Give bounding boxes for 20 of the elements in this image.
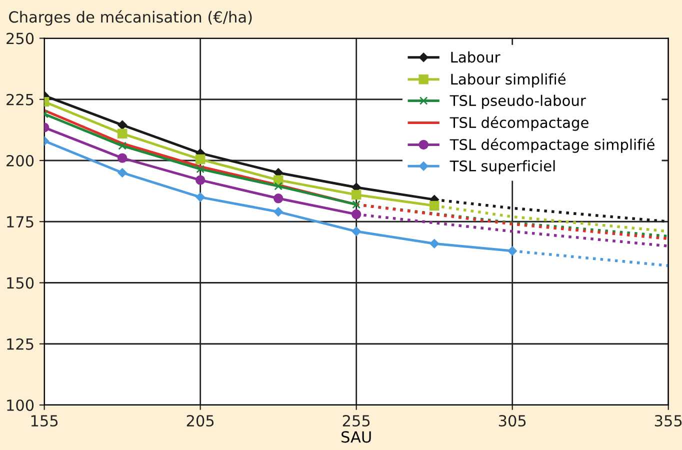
legend-label: TSL pseudo-labour [450,94,586,109]
legend-label: TSL superficiel [450,160,555,174]
x-tick-label: 305 [498,414,526,427]
y-tick-label: 150 [7,277,34,289]
x-tick-label: 255 [342,414,370,427]
y-tick-label: 200 [6,154,34,167]
y-axis-title: Charges de mécanisation (€/ha) [9,10,252,26]
legend-label: Labour simplifié [451,72,566,88]
y-tick-label: 250 [6,32,34,44]
legend-label: TSL décompactage [450,116,588,131]
y-tick-label: 125 [7,338,34,350]
x-axis-title: SAU [342,431,371,443]
legend-label: Labour [451,51,500,63]
y-tick-label: 225 [6,94,34,106]
legend-label: TSL décompactage simplifié [450,138,654,153]
x-tick-label: 355 [654,414,682,427]
y-tick-label: 100 [7,399,34,412]
x-tick-label: 155 [31,415,58,427]
x-tick-label: 205 [186,414,214,427]
y-tick-label: 175 [7,216,34,228]
